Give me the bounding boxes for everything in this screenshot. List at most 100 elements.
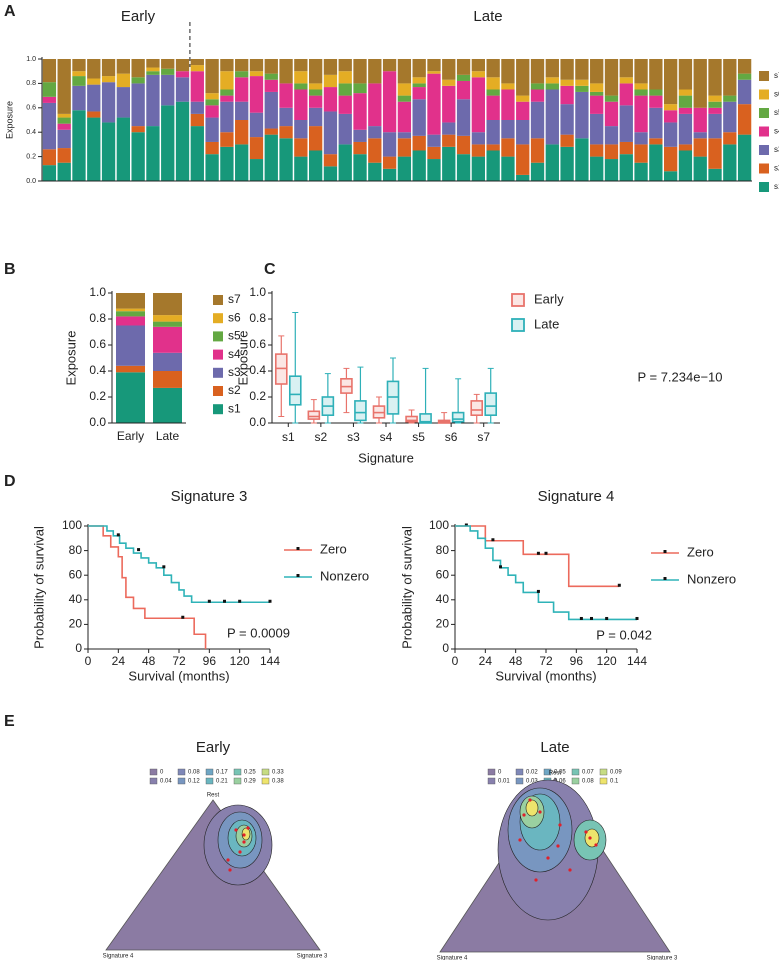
bar-segment (279, 126, 293, 139)
y-tick-label: 0.4 (89, 363, 106, 377)
bar-segment (42, 102, 57, 150)
legend-swatch (759, 182, 769, 192)
legend-label: 0.08 (188, 770, 200, 776)
bar-segment (42, 59, 57, 83)
bar-segment (294, 156, 308, 181)
sample-point (242, 833, 246, 837)
bar-segment (590, 156, 604, 181)
bar-segment (619, 141, 633, 155)
x-axis-label: Survival (months) (495, 668, 596, 683)
legend-swatch (515, 777, 524, 785)
bar-segment (87, 111, 101, 118)
x-tick-label: s2 (315, 430, 328, 444)
legend-label: Zero (320, 541, 347, 556)
bar-segment (153, 352, 182, 371)
bar-segment (649, 138, 663, 145)
sample-point (558, 823, 562, 827)
legend-swatch (233, 777, 242, 785)
sample-point (528, 798, 532, 802)
bar-segment (205, 141, 219, 155)
bar-segment (412, 99, 426, 136)
bar-segment (516, 120, 530, 145)
bar-segment (663, 122, 678, 147)
bar-segment (678, 150, 693, 181)
legend-label: s5 (774, 108, 779, 117)
bar-segment (619, 154, 633, 181)
bar-segment (220, 146, 234, 181)
bar-segment (708, 107, 722, 114)
bar-segment (560, 146, 574, 181)
y-tick-label: 60 (69, 567, 83, 581)
bar-segment (146, 59, 160, 68)
legend-swatch (205, 777, 214, 785)
x-tick-label: 72 (539, 654, 553, 668)
bar-segment (264, 73, 278, 80)
censor-mark (536, 589, 540, 593)
censor-mark (238, 599, 242, 603)
bar-segment (153, 371, 182, 388)
bar-segment (323, 166, 338, 181)
y-axis-label: Probability of survival (399, 526, 414, 649)
bar-segment (368, 59, 382, 84)
bar-segment (530, 59, 545, 84)
bar-segment (72, 85, 86, 111)
bar-segment (353, 141, 367, 155)
y-tick-label: 100 (62, 518, 82, 532)
legend-swatch (213, 349, 223, 360)
density-contour (241, 827, 251, 841)
bar-segment (235, 101, 249, 120)
bar-segment (146, 126, 160, 181)
bar-segment (486, 59, 500, 78)
bar-segment (486, 89, 500, 96)
censor-mark (605, 616, 609, 620)
bar-segment (442, 79, 456, 86)
bar-segment (57, 113, 71, 118)
bar-segment (575, 138, 589, 181)
bar-segment (442, 85, 456, 123)
x-tick-label: s3 (347, 430, 360, 444)
y-tick-label: 0.6 (249, 337, 266, 351)
bar-segment (87, 59, 101, 79)
bar-segment (649, 144, 663, 181)
chart-title: Late (540, 739, 569, 756)
sample-point (534, 878, 538, 882)
bar-segment (486, 144, 500, 151)
bar-segment (412, 150, 426, 181)
bar-segment (382, 168, 397, 181)
bar-segment (235, 77, 249, 102)
bar-segment (42, 82, 57, 97)
x-tick-label: 144 (260, 654, 280, 668)
legend-label: s5 (228, 329, 241, 343)
censor-mark (268, 599, 272, 603)
legend-swatch (543, 768, 552, 776)
panel-label: A (4, 3, 16, 20)
bar-segment (693, 107, 707, 133)
y-tick-label: 0.4 (249, 363, 266, 377)
legend-swatch (149, 777, 158, 785)
bar-segment (368, 138, 382, 163)
legend-label: 0.25 (244, 770, 256, 776)
bar-segment (619, 83, 633, 106)
legend-swatch (487, 768, 496, 776)
bar-segment (116, 316, 145, 326)
bar-segment (678, 59, 693, 90)
box (470, 400, 484, 416)
bar-segment (737, 79, 752, 105)
bar-segment (220, 71, 234, 90)
bar-segment (412, 59, 426, 78)
censor-mark (491, 538, 495, 542)
bar-segment (501, 89, 515, 120)
corner-label: Rest (549, 771, 562, 777)
bar-segment (693, 138, 707, 157)
bar-segment (471, 156, 486, 181)
bar-segment (235, 120, 249, 145)
bar-segment (175, 59, 190, 72)
bar-segment (516, 59, 530, 96)
bar-segment (604, 144, 619, 160)
censor-mark (590, 616, 593, 620)
legend-label: s4 (774, 127, 779, 136)
y-tick-label: 0.8 (26, 80, 36, 87)
x-tick-label: 120 (230, 654, 250, 668)
legend-label: 0.01 (498, 779, 510, 785)
bar-segment (323, 59, 338, 75)
